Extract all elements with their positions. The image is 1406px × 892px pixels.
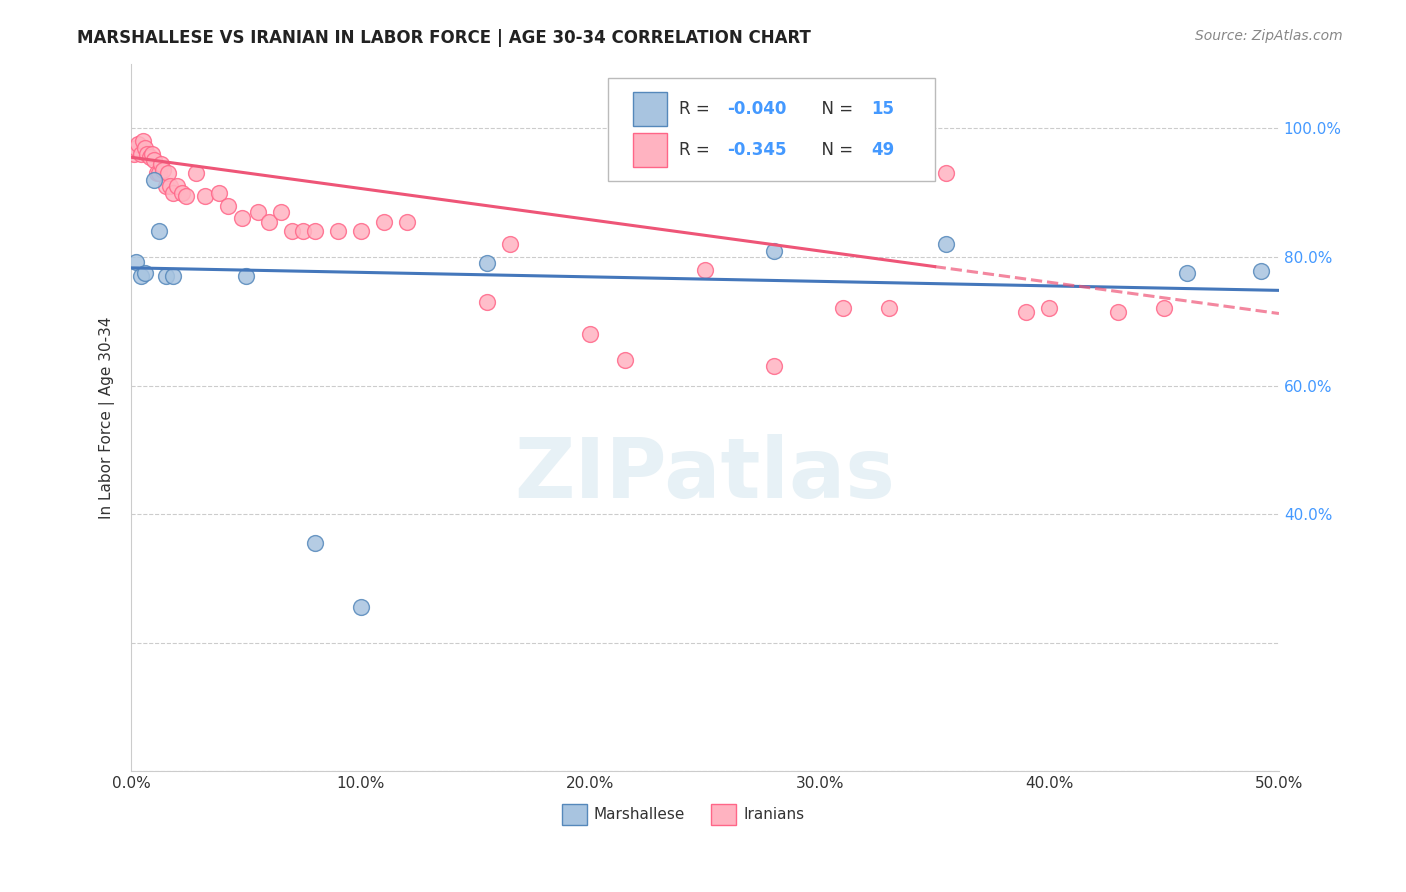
Point xyxy=(162,269,184,284)
Bar xyxy=(633,93,668,127)
Point xyxy=(1015,304,1038,318)
Point xyxy=(292,224,315,238)
Point xyxy=(350,224,373,238)
Point xyxy=(877,301,900,316)
Point xyxy=(129,147,152,161)
Point xyxy=(475,256,498,270)
Point xyxy=(579,327,602,342)
Point xyxy=(125,255,148,269)
Point xyxy=(152,163,174,178)
Text: Source: ZipAtlas.com: Source: ZipAtlas.com xyxy=(1195,29,1343,43)
Point xyxy=(150,157,173,171)
Point xyxy=(1107,304,1129,318)
Point xyxy=(217,198,239,212)
Text: ZIPatlas: ZIPatlas xyxy=(515,434,896,515)
Point xyxy=(831,301,853,316)
Point xyxy=(155,269,177,284)
Point xyxy=(1153,301,1175,316)
FancyBboxPatch shape xyxy=(607,78,935,181)
Point xyxy=(157,166,180,180)
Text: 49: 49 xyxy=(872,141,894,159)
Point xyxy=(134,141,156,155)
Text: N =: N = xyxy=(811,100,858,119)
Point xyxy=(148,166,170,180)
Text: N =: N = xyxy=(811,141,858,159)
Point xyxy=(304,224,326,238)
Point xyxy=(613,352,636,367)
Bar xyxy=(633,133,668,167)
Text: -0.345: -0.345 xyxy=(727,141,786,159)
Text: Marshallese: Marshallese xyxy=(593,807,685,822)
Point xyxy=(935,166,957,180)
Point xyxy=(122,147,145,161)
Point xyxy=(148,224,170,238)
Y-axis label: In Labor Force | Age 30-34: In Labor Force | Age 30-34 xyxy=(100,317,115,519)
Text: Iranians: Iranians xyxy=(742,807,804,822)
Point xyxy=(145,166,167,180)
Point xyxy=(1250,264,1272,278)
Point xyxy=(127,137,149,152)
Point xyxy=(281,224,304,238)
Point xyxy=(134,266,156,280)
Point xyxy=(499,237,522,252)
Point xyxy=(159,179,181,194)
Point xyxy=(166,179,188,194)
Point xyxy=(695,262,717,277)
Point xyxy=(132,134,155,148)
Bar xyxy=(561,804,586,825)
Point xyxy=(1175,266,1198,280)
Point xyxy=(304,536,326,550)
Point xyxy=(935,237,957,252)
Text: R =: R = xyxy=(679,100,714,119)
Point xyxy=(176,189,198,203)
Point xyxy=(184,166,207,180)
Point xyxy=(162,186,184,200)
Point xyxy=(350,600,373,615)
Text: -0.040: -0.040 xyxy=(727,100,786,119)
Point xyxy=(257,214,280,228)
Point xyxy=(141,147,163,161)
Point xyxy=(125,141,148,155)
Bar xyxy=(711,804,737,825)
Point xyxy=(1038,301,1060,316)
Point xyxy=(475,295,498,310)
Point xyxy=(138,150,160,164)
Point xyxy=(129,269,152,284)
Point xyxy=(235,269,257,284)
Point xyxy=(194,189,217,203)
Point xyxy=(326,224,349,238)
Point xyxy=(762,359,785,374)
Point xyxy=(270,205,292,219)
Point xyxy=(136,147,159,161)
Point xyxy=(395,214,418,228)
Point xyxy=(762,244,785,258)
Point xyxy=(155,179,177,194)
Point xyxy=(170,186,193,200)
Text: MARSHALLESE VS IRANIAN IN LABOR FORCE | AGE 30-34 CORRELATION CHART: MARSHALLESE VS IRANIAN IN LABOR FORCE | … xyxy=(77,29,811,46)
Point xyxy=(143,173,166,187)
Point xyxy=(143,153,166,168)
Point xyxy=(246,205,269,219)
Point xyxy=(207,186,229,200)
Text: 15: 15 xyxy=(872,100,894,119)
Point xyxy=(231,211,253,226)
Text: R =: R = xyxy=(679,141,714,159)
Point xyxy=(373,214,395,228)
